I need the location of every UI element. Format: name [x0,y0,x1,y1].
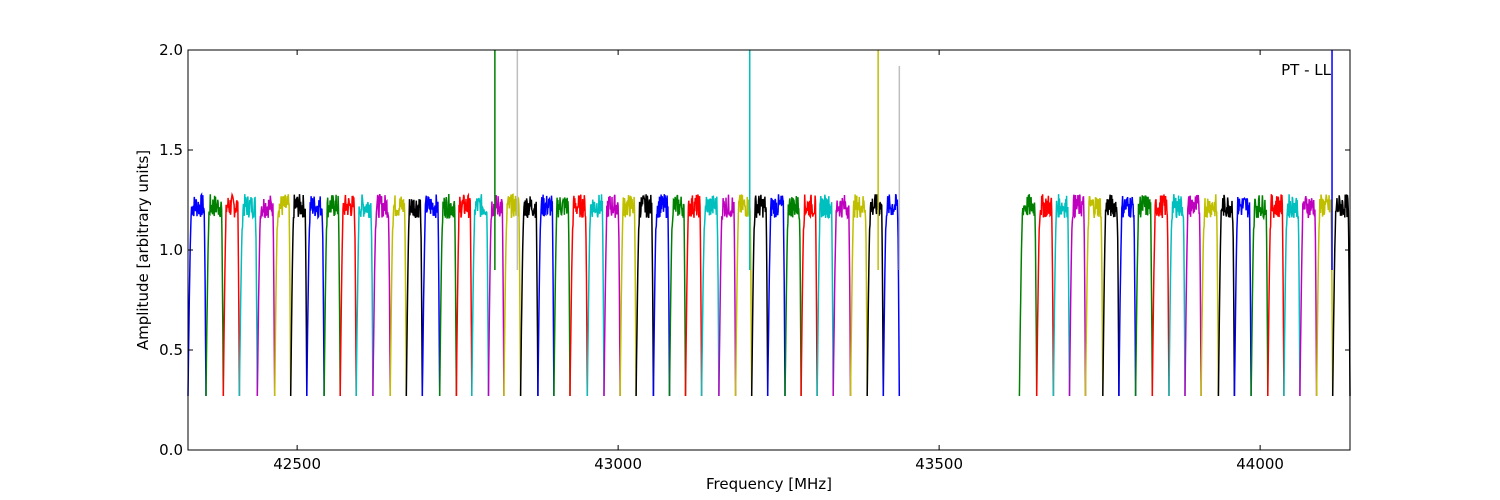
plot-frame [187,49,1351,451]
series-line [503,193,522,397]
series-line [800,194,818,397]
series-line [1184,194,1202,397]
series-line [849,194,868,397]
x-tick-label: 43500 [915,455,963,473]
x-axis-ticks: 42500 43000 43500 44000 [273,50,1284,473]
series-line [205,194,225,397]
series-line [1018,194,1038,397]
series-line [323,194,341,397]
series-line [405,199,424,397]
series-line [306,196,325,397]
series-line [700,195,720,397]
series-line [553,197,571,397]
series-line [1299,195,1318,397]
x-tick-label: 43000 [594,455,642,473]
series-line [1315,194,1334,397]
series-line [1267,194,1285,397]
series-line [238,194,259,397]
annotation-label: PT - LL [1281,61,1332,79]
series-line [1200,194,1220,397]
series-line [668,194,687,397]
y-tick-label: 2.0 [159,41,183,59]
y-tick-label: 0.5 [159,341,183,359]
series-line [1052,194,1071,397]
series-line [537,194,555,397]
series-line [389,195,408,397]
series-line [1250,195,1269,397]
series-line [273,194,292,397]
series-line [1035,194,1055,397]
series-line [471,194,490,397]
series-line [421,194,441,397]
series-line [718,194,737,397]
series-line [1084,195,1104,397]
x-axis-label: Frequency [MHz] [706,475,832,493]
series-line [784,195,802,397]
series-line [1134,195,1154,397]
series-line [519,196,539,397]
series-line [455,192,473,397]
y-tick-label: 1.0 [159,241,183,259]
series-line [1168,194,1186,397]
series-line [289,194,308,397]
series-line [766,194,786,397]
series-line [832,194,852,397]
y-tick-label: 1.5 [159,141,183,159]
series-line [652,194,671,397]
series-line [750,194,769,397]
series-layer [187,191,1351,397]
series-line [355,194,374,397]
series-line [684,194,703,397]
series-line [1283,194,1301,397]
y-axis-label: Amplitude [arbitrary units] [134,150,152,350]
series-line [586,194,605,397]
series-line [1102,194,1120,397]
y-tick-label: 0.0 [159,441,183,459]
series-line [866,194,885,397]
series-line [1217,194,1236,397]
series-line [816,194,834,397]
spike-layer [494,50,1333,270]
y-axis-ticks: 0.0 0.5 1.0 1.5 2.0 [159,41,1350,459]
series-line [438,193,458,397]
series-line [339,194,357,397]
series-line [619,194,637,397]
series-line [1151,194,1170,397]
x-tick-label: 44000 [1236,455,1284,473]
series-line [635,194,655,397]
series-line [882,193,901,397]
x-tick-label: 42500 [273,455,321,473]
series-line [256,195,276,397]
series-line [1118,195,1137,397]
series-line [372,193,391,397]
series-line [1068,194,1087,397]
series-line [1331,194,1351,397]
series-line [569,194,589,397]
series-line [187,192,207,397]
series-line [1233,196,1252,397]
series-line [603,194,621,397]
series-line [487,194,505,397]
series-line [222,191,241,397]
